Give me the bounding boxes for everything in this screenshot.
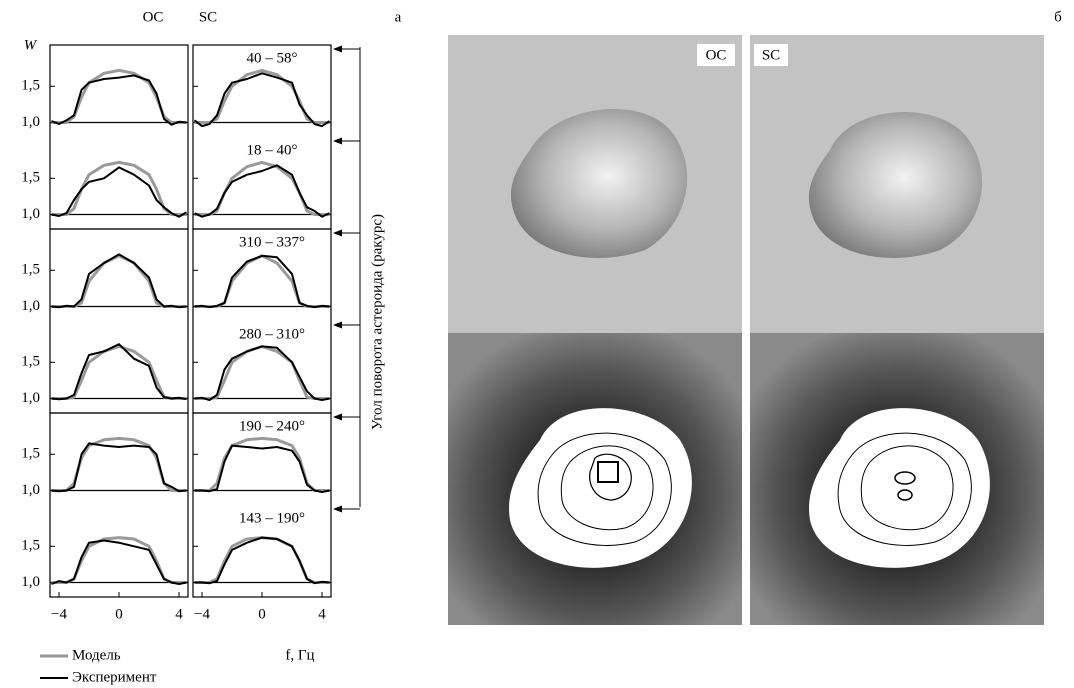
experiment-curve xyxy=(51,539,187,585)
experiment-curve xyxy=(51,253,187,309)
y-tick-label: 1,0 xyxy=(21,298,40,314)
y-tick-label: 1,5 xyxy=(21,78,40,94)
model-curve xyxy=(194,254,330,308)
angle-label: 190 – 240° xyxy=(239,418,305,434)
column-label: SC xyxy=(762,47,780,63)
angle-label: 280 – 310° xyxy=(239,326,305,342)
column-label: OC xyxy=(706,47,727,63)
x-tick-label: −4 xyxy=(194,606,210,622)
separator xyxy=(742,35,750,625)
arrow-head xyxy=(333,413,342,421)
legend-label: Модель xyxy=(72,647,121,663)
arrow-head xyxy=(333,45,342,53)
y-tick-label: 1,0 xyxy=(21,206,40,222)
panel-frame xyxy=(49,412,189,598)
experiment-curve xyxy=(194,536,330,585)
model-curve xyxy=(51,536,187,584)
angle-label: 18 – 40° xyxy=(247,142,298,158)
y-tick-label: 1,5 xyxy=(21,538,40,554)
experiment-curve xyxy=(51,74,187,126)
y-tick-label: 1,5 xyxy=(21,446,40,462)
panel-frame xyxy=(192,412,332,598)
model-curve xyxy=(51,344,187,400)
angle-label: 310 – 337° xyxy=(239,234,305,250)
x-tick-label: 0 xyxy=(258,606,266,622)
model-curve xyxy=(51,160,187,216)
x-label: f, Гц xyxy=(285,647,314,663)
label-bg xyxy=(754,44,788,66)
image-oc xyxy=(448,35,742,625)
y-tick-label: 1,0 xyxy=(21,482,40,498)
y-tick-label: 1,5 xyxy=(21,170,40,186)
column-label: SC xyxy=(199,9,217,25)
x-tick-label: −4 xyxy=(51,606,67,622)
x-tick-label: 4 xyxy=(318,606,326,622)
experiment-curve xyxy=(51,442,187,493)
model-curve xyxy=(51,436,187,492)
experiment-curve xyxy=(194,345,330,401)
experiment-curve xyxy=(193,72,331,128)
label-bg xyxy=(697,44,735,66)
model-curve xyxy=(194,344,330,400)
legend-label: Эксперимент xyxy=(72,669,157,685)
model-curve xyxy=(194,436,330,492)
model-curve xyxy=(51,68,187,124)
angle-label: 40 – 58° xyxy=(247,50,298,66)
experiment-curve xyxy=(194,254,330,309)
y-tick-label: 1,0 xyxy=(21,390,40,406)
x-tick-label: 0 xyxy=(115,606,123,622)
y-tick-label: 1,0 xyxy=(21,114,40,130)
model-curve xyxy=(51,254,187,308)
experiment-curve xyxy=(51,343,187,401)
y-label: W xyxy=(24,37,38,53)
arrow-head xyxy=(333,137,342,145)
experiment-curve xyxy=(51,166,188,218)
experiment-curve xyxy=(194,164,330,218)
y-tick-label: 1,5 xyxy=(21,354,40,370)
model-curve xyxy=(194,536,330,584)
x-tick-label: 4 xyxy=(175,606,183,622)
panel-frame xyxy=(49,44,189,230)
y-tick-label: 1,5 xyxy=(21,262,40,278)
column-label: OC xyxy=(143,9,164,25)
side-label: Угол поворота астероида (ракурс) xyxy=(369,214,385,430)
model-curve xyxy=(194,68,330,124)
arrow-head xyxy=(333,229,342,237)
angle-label: 143 – 190° xyxy=(239,510,305,526)
arrow-head xyxy=(333,505,342,513)
image-sc xyxy=(750,35,1044,625)
y-tick-label: 1,0 xyxy=(21,574,40,590)
panel-label: б xyxy=(1054,9,1062,25)
panel-label: а xyxy=(395,9,402,25)
experiment-curve xyxy=(194,444,330,493)
arrow-head xyxy=(333,321,342,329)
